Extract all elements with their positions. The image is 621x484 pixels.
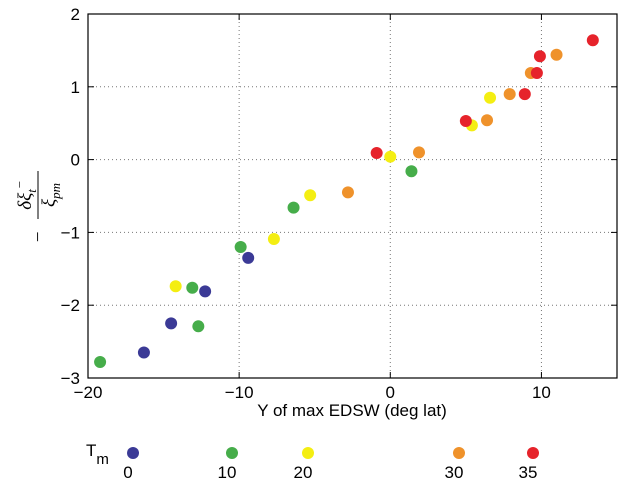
legend-label: 35: [519, 463, 538, 482]
legend-title-sub: m: [96, 451, 109, 468]
point: [192, 320, 205, 333]
point: [186, 281, 199, 294]
point: [405, 165, 418, 178]
point: [234, 240, 247, 253]
x-tick-label: −20: [74, 383, 103, 402]
legend-marker: [527, 447, 539, 459]
y-label-num-main: δξ: [15, 192, 36, 210]
y-tick-label: −3: [61, 369, 80, 388]
point: [413, 146, 426, 159]
point: [370, 147, 383, 160]
x-axis-label: Y of max EDSW (deg lat): [257, 401, 447, 420]
legend-marker: [127, 447, 139, 459]
point: [341, 186, 354, 199]
legend-label: 10: [218, 463, 237, 482]
point: [304, 189, 317, 202]
legend-marker: [226, 447, 238, 459]
point: [94, 355, 107, 368]
y-tick-label: 1: [71, 78, 80, 97]
legend-marker: [453, 447, 465, 459]
y-label-num-sub: t: [24, 189, 39, 193]
y-tick-label: −2: [61, 296, 80, 315]
legend-title-main: T: [86, 441, 96, 460]
point: [242, 251, 255, 264]
point: [267, 232, 280, 245]
x-tick-label: 0: [386, 383, 395, 402]
point: [518, 88, 531, 101]
y-tick-label: 2: [71, 5, 80, 24]
legend-label: 20: [294, 463, 313, 482]
y-tick-label: −1: [61, 223, 80, 242]
x-tick-label: −10: [225, 383, 254, 402]
point: [287, 201, 300, 214]
point: [530, 66, 543, 79]
plot-frame: [87, 13, 618, 379]
x-tick-label: 10: [532, 383, 551, 402]
point: [481, 114, 494, 127]
point: [384, 150, 397, 163]
y-label-num-sup: −: [12, 180, 27, 189]
point: [503, 88, 516, 101]
y-label-numerator: δξt−: [12, 180, 39, 209]
point: [586, 34, 599, 47]
point: [169, 280, 182, 293]
legend-title: Tm: [86, 441, 109, 468]
y-label-den-sub: pm: [48, 183, 63, 200]
y-label-den-main: ξ: [39, 198, 60, 207]
point: [484, 91, 497, 104]
legend-marker: [302, 447, 314, 459]
point: [550, 48, 563, 61]
y-axis-label: − δξt− ξpm: [12, 171, 63, 243]
point: [533, 50, 546, 63]
y-label-sign: −: [28, 231, 49, 244]
legend-label: 0: [123, 463, 132, 482]
y-label-denominator: ξpm: [39, 183, 63, 207]
point: [137, 346, 150, 359]
point: [165, 317, 178, 330]
legend-label: 30: [445, 463, 464, 482]
point: [459, 115, 472, 128]
y-tick-label: 0: [71, 151, 80, 170]
point: [199, 285, 212, 298]
